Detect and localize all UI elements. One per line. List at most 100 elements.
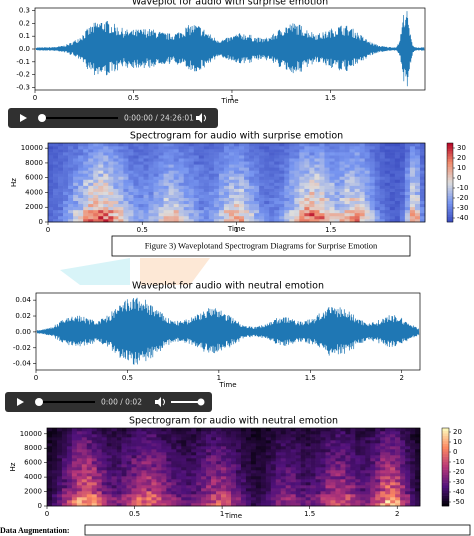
colorbar-segment bbox=[447, 200, 453, 204]
spectrogram-cell bbox=[399, 149, 406, 153]
volume-icon[interactable] bbox=[155, 397, 161, 407]
spectrogram-cell bbox=[384, 161, 391, 165]
spectrogram-cell bbox=[166, 458, 172, 462]
spectrogram-cell bbox=[239, 188, 245, 192]
spectrogram-cell bbox=[81, 476, 88, 480]
spectrogram-cell bbox=[98, 155, 104, 159]
spectrogram-cell bbox=[340, 431, 346, 435]
spectrogram-cell bbox=[409, 200, 416, 205]
spectrogram-cell bbox=[111, 500, 117, 504]
spectrogram-cell bbox=[228, 152, 235, 156]
spectrogram-cell bbox=[76, 470, 83, 474]
spectrogram-cell bbox=[143, 143, 149, 147]
play-button[interactable] bbox=[17, 398, 24, 406]
spectrogram-cell bbox=[183, 173, 190, 177]
spectrogram-cell bbox=[255, 431, 262, 435]
spectrogram-cell bbox=[66, 434, 73, 438]
spectrogram-cell bbox=[156, 497, 162, 501]
spectrogram-cell bbox=[86, 473, 93, 477]
spectrogram-cell bbox=[254, 188, 260, 192]
spectrogram-cell bbox=[375, 482, 381, 486]
spectrogram-cell bbox=[295, 470, 301, 474]
spectrogram-cell bbox=[106, 494, 112, 498]
spectrogram-cell bbox=[245, 464, 252, 468]
spectrogram-cell bbox=[173, 182, 179, 186]
spectrogram-cell bbox=[221, 467, 227, 471]
spectrogram-cell bbox=[68, 176, 74, 180]
spectrogram-cell bbox=[158, 164, 164, 168]
spectrogram-cell bbox=[181, 443, 187, 447]
spectrogram-cell bbox=[138, 194, 144, 198]
spectrogram-cell bbox=[51, 488, 58, 492]
spectrogram-cell bbox=[414, 206, 421, 211]
spectrogram-cell bbox=[279, 155, 285, 159]
spectrogram-cell bbox=[284, 203, 290, 208]
spectrogram-cell bbox=[96, 503, 102, 507]
spectrogram-cell bbox=[138, 209, 144, 214]
spectrogram-cell bbox=[254, 191, 260, 195]
spectrogram-cell bbox=[213, 185, 220, 189]
chart-title: Spectrogram for audio with neutral emoti… bbox=[129, 416, 338, 427]
spectrogram-cell bbox=[374, 185, 381, 189]
spectrogram-cell bbox=[63, 188, 69, 192]
spectrogram-cell bbox=[61, 476, 68, 480]
spectrogram-cell bbox=[78, 164, 84, 168]
spectrogram-cell bbox=[364, 152, 371, 156]
spectrogram-cell bbox=[244, 191, 250, 195]
spectrogram-cell bbox=[359, 143, 365, 147]
colorbar-segment bbox=[442, 441, 449, 444]
spectrogram-cell bbox=[158, 194, 164, 198]
volume-icon[interactable] bbox=[196, 113, 202, 123]
spectrogram-cell bbox=[410, 464, 416, 468]
spectrogram-cell bbox=[196, 464, 202, 468]
seek-handle[interactable] bbox=[38, 114, 46, 122]
spectrogram-cell bbox=[111, 488, 117, 492]
spectrogram-cell bbox=[379, 173, 386, 177]
spectrogram-cell bbox=[81, 479, 88, 483]
spectrogram-cell bbox=[208, 203, 215, 208]
spectrogram-cell bbox=[121, 494, 127, 498]
spectrogram-cell bbox=[394, 176, 401, 180]
spectrogram-cell bbox=[285, 467, 291, 471]
spectrogram-cell bbox=[390, 482, 396, 486]
volume-handle[interactable] bbox=[197, 398, 205, 406]
play-button[interactable] bbox=[20, 114, 27, 122]
spectrogram-cell bbox=[96, 491, 102, 495]
spectrogram-cell bbox=[285, 446, 291, 450]
spectrogram-cell bbox=[254, 200, 260, 205]
spectrogram-cell bbox=[83, 167, 89, 171]
spectrogram-cell bbox=[304, 146, 310, 150]
spectrogram-cell bbox=[319, 158, 325, 162]
spectrogram-cell bbox=[245, 476, 252, 480]
spectrogram-cell bbox=[86, 482, 93, 486]
spectrogram-cell bbox=[269, 191, 275, 195]
spectrogram-cell bbox=[409, 218, 416, 223]
spectrogram-cell bbox=[93, 164, 99, 168]
spectrogram-cell bbox=[379, 200, 386, 205]
spectrogram-cell bbox=[284, 155, 290, 159]
spectrogram-cell bbox=[409, 215, 416, 220]
spectrogram-cell bbox=[68, 155, 74, 159]
spectrogram-cell bbox=[395, 446, 401, 450]
spectrogram-cell bbox=[211, 500, 217, 504]
spectrogram-cell bbox=[275, 455, 282, 459]
spectrogram-cell bbox=[66, 443, 73, 447]
spectrogram-cell bbox=[395, 449, 401, 453]
spectrogram-cell bbox=[148, 212, 154, 217]
spectrogram-cell bbox=[163, 152, 169, 156]
seek-handle[interactable] bbox=[35, 398, 43, 406]
spectrogram-cell bbox=[375, 458, 381, 462]
spectrogram-cell bbox=[51, 500, 58, 504]
spectrogram-cell bbox=[186, 503, 192, 507]
spectrogram-cell bbox=[131, 431, 137, 435]
spectrogram-cell bbox=[405, 449, 411, 453]
spectrogram-cell bbox=[375, 491, 381, 495]
spectrogram-cell bbox=[405, 494, 411, 498]
spectrogram-cell bbox=[183, 209, 190, 214]
spectrogram-cell bbox=[133, 197, 139, 202]
spectrogram-cell bbox=[390, 440, 396, 444]
colorbar-segment bbox=[447, 214, 453, 218]
spectrogram-cell bbox=[260, 452, 267, 456]
spectrogram-cell bbox=[78, 170, 84, 174]
spectrogram-cell bbox=[355, 497, 361, 501]
